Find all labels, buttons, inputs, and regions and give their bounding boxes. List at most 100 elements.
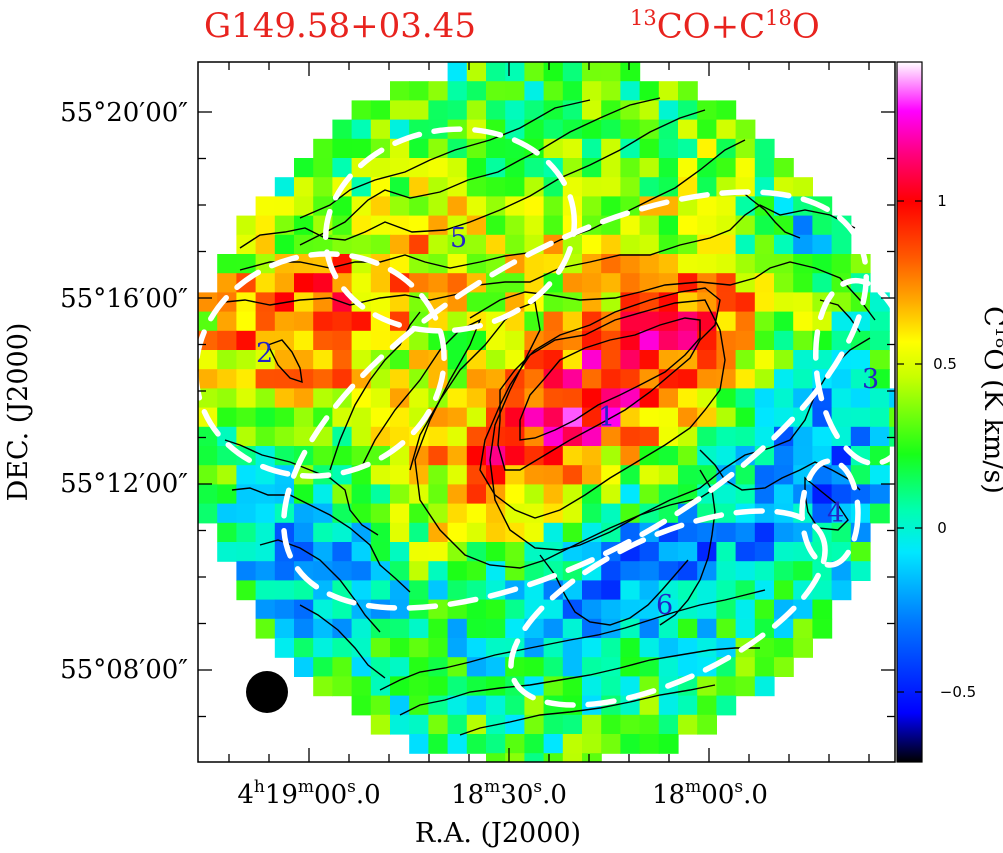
map-pixel (370, 292, 391, 313)
map-pixel (620, 599, 641, 620)
map-pixel (543, 753, 564, 762)
map-pixel (639, 215, 660, 236)
map-pixel (620, 158, 641, 178)
map-pixel (351, 119, 372, 140)
map-pixel (390, 503, 410, 524)
map-pixel (658, 350, 679, 370)
map-pixel (409, 676, 429, 697)
map-pixel (562, 292, 583, 313)
region-label-2: 2 (256, 338, 273, 369)
map-pixel (754, 158, 775, 178)
map-pixel (236, 465, 257, 485)
map-pixel (831, 484, 852, 505)
map-pixel (524, 734, 545, 754)
map-pixel (774, 369, 794, 389)
map-pixel (447, 522, 468, 543)
map-pixel (543, 62, 564, 82)
map-pixel (409, 580, 429, 601)
map-pixel (428, 196, 449, 217)
map-pixel (639, 254, 660, 274)
map-pixel (697, 580, 717, 601)
map-pixel (582, 388, 602, 409)
map-pixel (639, 119, 660, 140)
map-pixel (601, 138, 621, 159)
map-pixel (850, 388, 871, 409)
map-pixel (639, 292, 660, 313)
map-pixel (678, 542, 698, 562)
contour-line (224, 204, 856, 306)
map-pixel (658, 695, 679, 716)
map-pixel (543, 292, 564, 313)
map-pixel (562, 618, 583, 639)
map-pixel (274, 561, 295, 581)
map-pixel (524, 62, 545, 82)
map-pixel (639, 311, 660, 332)
map-pixel (332, 350, 353, 370)
map-pixel (582, 599, 602, 620)
map-pixel (754, 292, 775, 313)
map-pixel (370, 714, 391, 735)
map-pixel (198, 369, 218, 389)
contour-line (239, 109, 706, 249)
map-pixel (831, 311, 852, 332)
map-pixel (505, 734, 525, 754)
map-pixel (274, 426, 295, 447)
map-pixel (678, 311, 698, 332)
map-pixel (447, 62, 468, 82)
map-pixel (639, 638, 660, 658)
map-pixel (735, 522, 756, 543)
map-pixel (236, 542, 257, 562)
map-pixel (658, 292, 679, 313)
map-pixel (658, 734, 679, 754)
map-pixel (236, 350, 257, 370)
map-pixel (255, 234, 276, 255)
map-pixel (582, 426, 602, 447)
map-pixel (198, 292, 218, 313)
map-pixel (562, 503, 583, 524)
map-pixel (812, 484, 833, 505)
map-pixel (428, 714, 449, 735)
map-pixel (620, 388, 641, 409)
map-pixel (793, 292, 813, 313)
map-pixel (812, 580, 833, 601)
map-pixel (447, 695, 468, 716)
map-pixel (390, 158, 410, 178)
map-pixel (850, 407, 871, 428)
map-pixel (678, 254, 698, 274)
map-pixel (524, 714, 545, 735)
map-pixel (332, 119, 353, 140)
map-pixel (889, 426, 895, 447)
map-pixel (524, 695, 545, 716)
map-pixel (409, 81, 429, 101)
map-pixel (754, 215, 775, 236)
map-pixel (620, 657, 641, 677)
map-pixel (409, 100, 429, 121)
map-pixel (294, 292, 314, 313)
map-pixel (274, 273, 295, 293)
map-pixel (793, 426, 813, 447)
map-pixel (601, 81, 621, 101)
map-pixel (582, 503, 602, 524)
map-pixel (370, 100, 391, 121)
map-pixel (639, 177, 660, 197)
map-pixel (428, 484, 449, 505)
map-pixel (274, 369, 295, 389)
map-pixel (351, 273, 372, 293)
map-pixel (236, 503, 257, 524)
map-pixel (870, 311, 890, 332)
map-pixel (486, 138, 506, 159)
map-pixel (524, 254, 545, 274)
map-pixel (601, 350, 621, 370)
map-pixel (774, 522, 794, 543)
map-pixel (332, 138, 353, 159)
map-pixel (582, 484, 602, 505)
map-pixel (620, 465, 641, 485)
map-pixel (658, 138, 679, 159)
map-pixel (601, 561, 621, 581)
map-pixel (735, 158, 756, 178)
map-pixel (582, 734, 602, 754)
map-pixel (409, 503, 429, 524)
map-pixel (735, 215, 756, 236)
map-pixel (524, 196, 545, 217)
